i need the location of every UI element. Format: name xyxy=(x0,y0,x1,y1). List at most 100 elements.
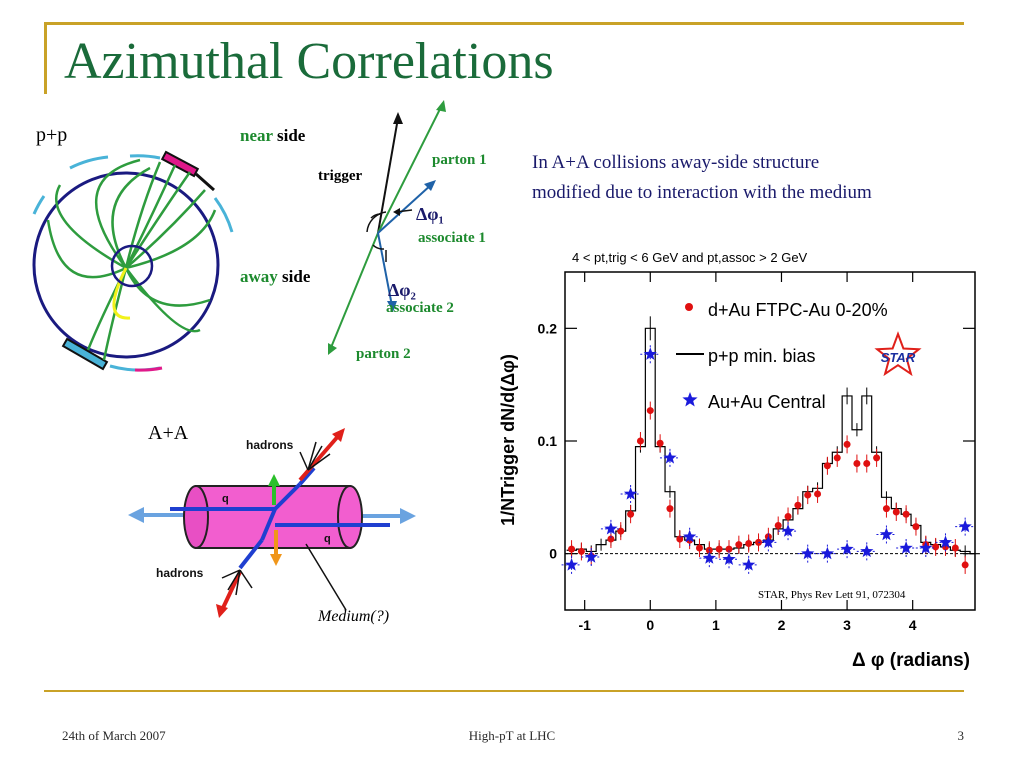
medium-label: Medium(?) xyxy=(318,608,390,625)
dau-point xyxy=(873,454,881,462)
near-side-word: side xyxy=(277,126,306,145)
auau-point xyxy=(623,487,638,500)
dphi2-label: Δφ₂ xyxy=(388,280,416,300)
auau-point xyxy=(722,552,736,565)
y-tick-label: 0 xyxy=(549,546,557,562)
medium-pointer xyxy=(305,543,347,611)
dau-point xyxy=(676,535,684,543)
dau-point xyxy=(745,540,753,548)
trigger-label: trigger xyxy=(318,168,363,184)
detector-arc xyxy=(32,195,46,215)
calorimeter-tower xyxy=(61,337,109,371)
legend-auau: Au+Au Central xyxy=(708,392,826,412)
dau-point xyxy=(863,460,871,468)
auau-point xyxy=(938,535,953,549)
detector-arc xyxy=(129,154,161,160)
auau-point xyxy=(899,541,913,554)
dau-point xyxy=(784,512,792,520)
dau-point xyxy=(617,527,625,535)
x-tick-label: 4 xyxy=(909,617,917,633)
aa-description-line2: modified due to interaction with the med… xyxy=(532,182,872,203)
auau-point xyxy=(958,519,972,533)
dau-point xyxy=(568,545,576,553)
legend-marker-auau xyxy=(682,392,698,407)
legend-pp: p+p min. bias xyxy=(708,346,816,366)
x-tick-label: 3 xyxy=(843,617,851,633)
highlight-track xyxy=(112,267,131,320)
auau-point xyxy=(801,546,815,560)
parton1-label: parton 1 xyxy=(432,152,487,168)
away-word: away xyxy=(240,267,278,286)
footer-page-number: 3 xyxy=(957,728,965,743)
dau-point xyxy=(715,545,723,553)
legend-marker-dau xyxy=(685,303,693,311)
auau-point xyxy=(879,527,894,541)
dau-point xyxy=(843,440,851,448)
chart-reference: STAR, Phys Rev Lett 91, 072304 xyxy=(758,589,906,601)
x-tick-label: 0 xyxy=(646,617,654,633)
parton2-label: parton 2 xyxy=(356,346,411,362)
y-tick-label: 0.1 xyxy=(538,433,558,449)
vector-diagram xyxy=(328,100,446,355)
q1-label: q xyxy=(222,493,229,505)
footer-rule xyxy=(44,690,964,692)
detector-outer-ring xyxy=(32,171,220,359)
detector-inner-ring xyxy=(110,244,154,288)
associate1-label: associate 1 xyxy=(418,230,486,246)
star-logo-icon xyxy=(874,331,922,377)
auau-point xyxy=(584,550,598,563)
tracks xyxy=(46,158,217,361)
dau-point xyxy=(804,491,812,499)
dau-point xyxy=(912,523,920,531)
dau-point xyxy=(892,508,900,516)
detector-arc xyxy=(213,197,234,233)
dau-point xyxy=(823,462,831,470)
dau-point xyxy=(735,541,743,549)
dau-point xyxy=(636,437,644,445)
chart-caption: 4 < pt,trig < 6 GeV and pt,assoc > 2 GeV xyxy=(572,250,808,265)
footer-title: High-pT at LHC xyxy=(468,728,556,743)
hadrons-bottom-label: hadrons xyxy=(156,566,204,580)
associate2-label: associate 2 xyxy=(386,300,454,316)
dau-point xyxy=(607,535,615,543)
dau-point xyxy=(833,454,841,462)
auau-point xyxy=(860,544,874,558)
dau-point xyxy=(853,460,861,468)
auau-point xyxy=(742,557,756,571)
dau-point xyxy=(961,561,969,569)
q2-label: q xyxy=(324,533,331,545)
dau-point xyxy=(814,490,822,498)
frame-left-rule xyxy=(44,22,47,94)
auau-point xyxy=(683,529,697,543)
auau-point xyxy=(643,347,657,360)
slide-title: Azimuthal Correlations xyxy=(64,33,554,90)
auau-point xyxy=(840,542,854,555)
dau-point xyxy=(951,544,959,552)
auau-point xyxy=(663,450,677,464)
detector-arc xyxy=(134,366,163,372)
y-tick-label: 0.2 xyxy=(538,320,558,336)
y-axis-label: 1/NTrigger dN/d(Δφ) xyxy=(498,354,518,526)
dau-point xyxy=(666,505,674,513)
star-logo-text: STAR xyxy=(881,350,916,365)
hadron-spray-bottom xyxy=(221,569,253,596)
dau-point xyxy=(656,439,664,447)
detector-arc xyxy=(69,155,109,170)
auau-point xyxy=(761,535,775,549)
dau-point xyxy=(902,510,910,518)
x-axis-label: Δ φ (radians) xyxy=(852,650,970,671)
plot-frame xyxy=(564,271,976,611)
dphi1-label: Δφ₁ xyxy=(416,204,444,224)
dau-point xyxy=(774,522,782,529)
hadrons-top-label: hadrons xyxy=(246,438,294,452)
dau-point xyxy=(646,407,654,415)
away-side-word: side xyxy=(282,267,311,286)
dau-point xyxy=(794,501,802,509)
frame-top-rule xyxy=(44,22,964,25)
aa-description-line1: In A+A collisions away-side structure xyxy=(532,152,820,173)
dau-point xyxy=(627,510,635,518)
pp-label: p+p xyxy=(36,124,68,146)
